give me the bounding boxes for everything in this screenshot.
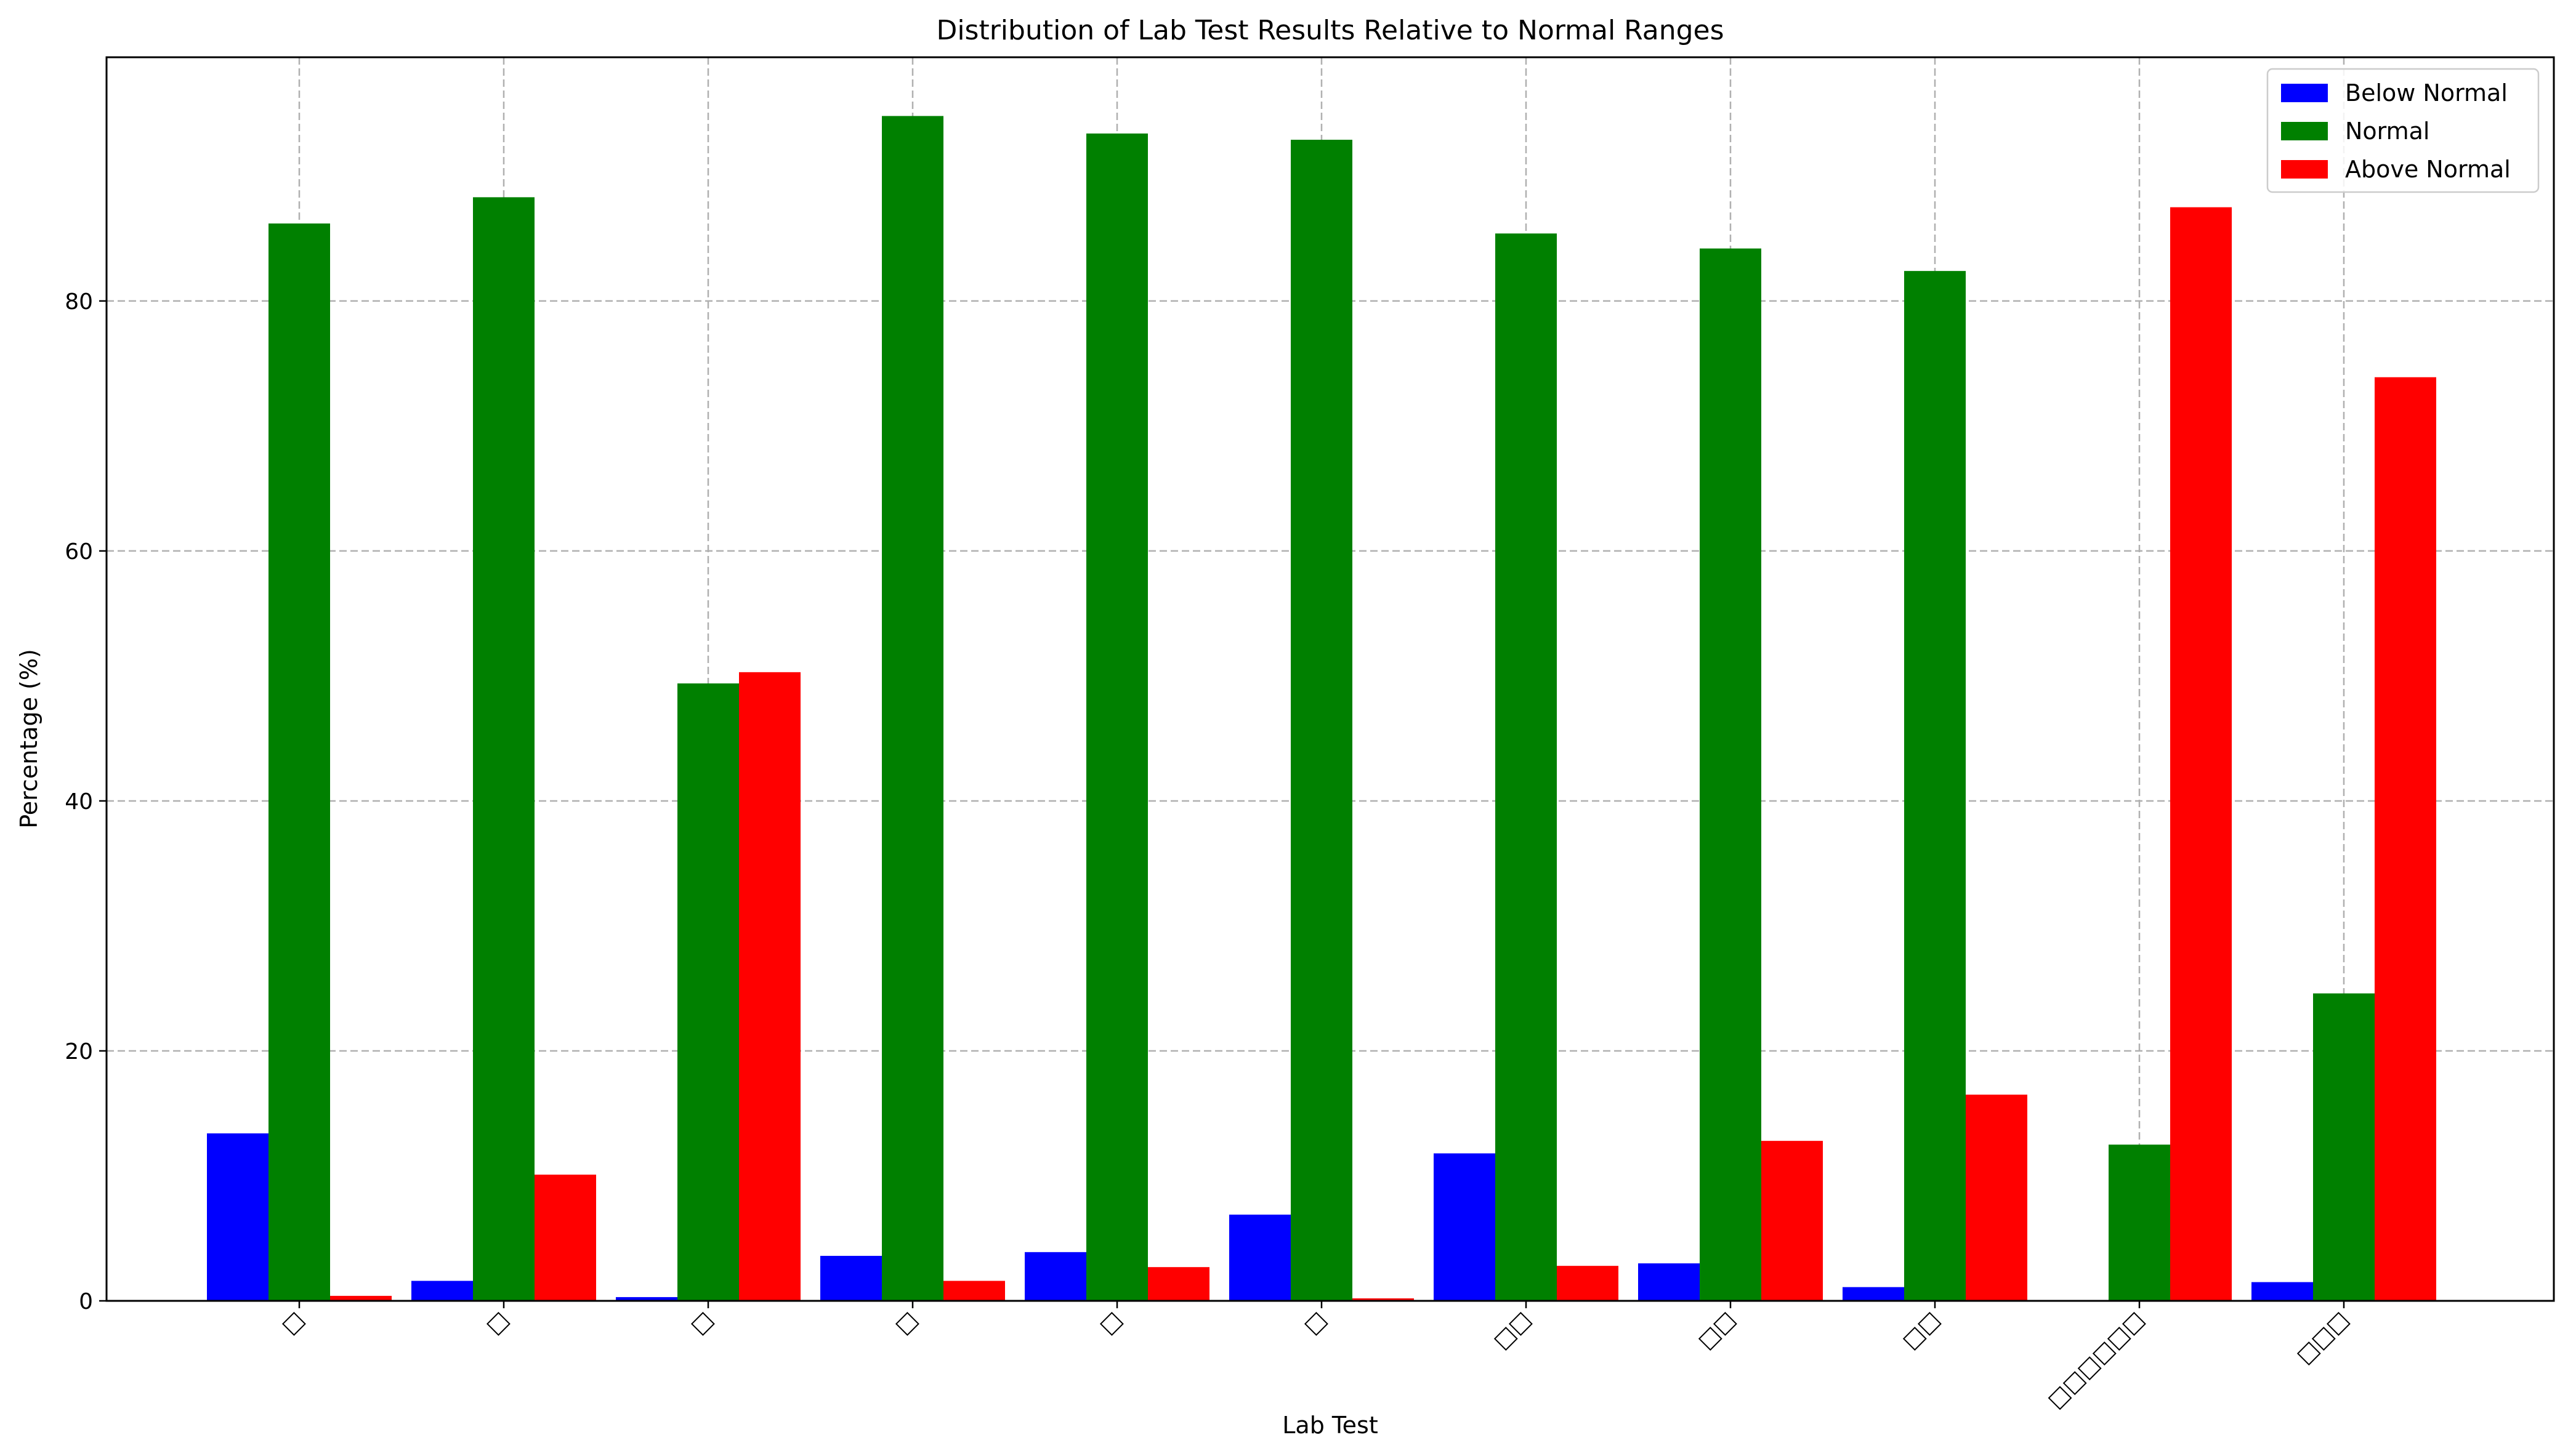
bar-normal [269,223,330,1301]
x-tick-label: □□ [1488,1306,1536,1354]
bar-below-normal [411,1281,473,1301]
bar-normal [1291,139,1352,1301]
bar-above-normal [2375,377,2436,1301]
plot-frame [105,56,2555,1302]
x-tick-label: □□□ [2291,1306,2354,1369]
bar-normal [473,197,535,1301]
bar-normal [2109,1144,2170,1301]
y-tick-label: 40 [65,789,93,814]
bar-above-normal [1966,1095,2027,1301]
bar-normal [1700,248,1761,1301]
bar-normal [882,116,943,1301]
legend-swatch [2281,84,2328,102]
bar-below-normal [820,1255,882,1301]
x-tick-label: □ [277,1306,309,1339]
legend-label: Normal [2345,118,2430,145]
x-tick-label: □□ [1897,1306,1945,1354]
bar-above-normal [1352,1298,1414,1301]
legend-frame [2266,68,2540,193]
bar-above-normal [2170,207,2232,1301]
bars [207,116,2436,1301]
x-tick-label: □□ [1693,1306,1740,1354]
bar-normal [1086,133,1148,1301]
bar-normal [1904,271,1966,1301]
chart-title: Distribution of Lab Test Results Relativ… [936,15,1724,46]
y-tick-label: 60 [65,539,93,565]
bar-below-normal [2251,1282,2313,1301]
bar-below-normal [1843,1287,1904,1301]
y-tick-label: 20 [65,1039,93,1064]
bar-above-normal [1557,1266,1618,1301]
bar-below-normal [616,1297,677,1301]
bar-normal [1495,233,1557,1301]
x-tick-label: □□□□□□ [2043,1306,2149,1413]
y-tick-label: 80 [65,289,93,315]
x-axis-label: Lab Test [1282,1412,1378,1439]
legend-swatch [2281,160,2328,179]
x-tick-label: □ [1094,1306,1127,1339]
bar-normal [2313,993,2375,1301]
bar-normal [677,683,739,1301]
bar-below-normal [1025,1252,1086,1301]
bar-below-normal [207,1133,269,1301]
x-tick-label: □ [685,1306,718,1339]
x-tick-label: □ [1299,1306,1331,1339]
x-tick-label: □ [481,1306,514,1339]
legend: Below Normal Normal Above Normal [2266,68,2540,193]
bar-above-normal [535,1174,596,1301]
y-axis-label: Percentage (%) [15,649,42,829]
x-tick-label: □ [890,1306,923,1339]
legend-label: Below Normal [2345,79,2508,107]
bar-above-normal [739,672,801,1301]
bar-above-normal [330,1295,392,1301]
bar-above-normal [1761,1141,1823,1301]
bar-below-normal [1638,1263,1700,1301]
bar-below-normal [1229,1214,1291,1301]
bar-above-normal [943,1281,1005,1301]
bar-above-normal [1148,1267,1209,1301]
legend-label: Above Normal [2345,156,2511,183]
legend-swatch [2281,122,2328,140]
bar-below-normal [1434,1153,1495,1301]
y-tick-label: 0 [79,1289,93,1314]
